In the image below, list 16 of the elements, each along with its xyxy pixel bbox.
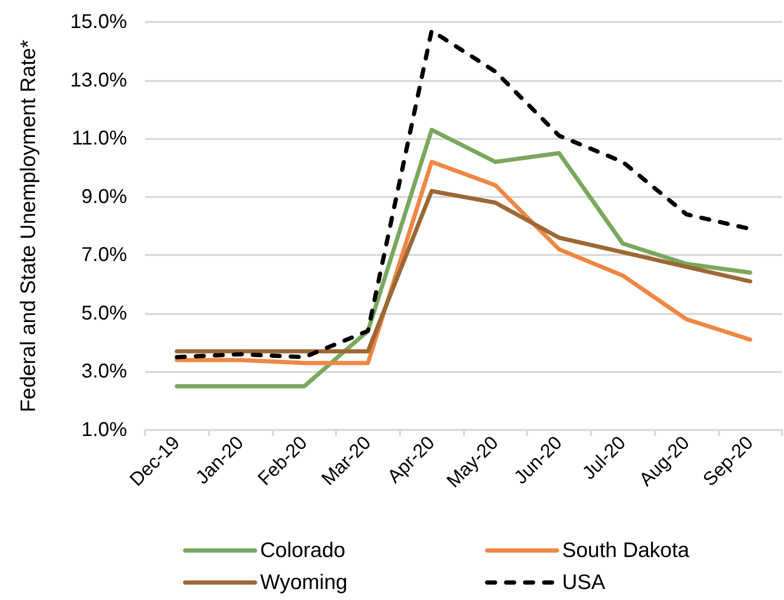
y-tick-label: 3.0% — [81, 360, 128, 383]
y-tick-label: 11.0% — [72, 128, 128, 150]
line-series — [174, 160, 752, 366]
y-tick-label: 15.0% — [70, 11, 128, 33]
y-tick-label: 13.0% — [70, 69, 128, 92]
y-tick-label: 5.0% — [81, 302, 128, 324]
y-tick-label: 1.0% — [81, 419, 128, 441]
line-series — [174, 188, 752, 354]
legend-label: South Dakota — [562, 539, 690, 562]
y-tick-label: 9.0% — [81, 186, 128, 208]
legend-label: Colorado — [260, 539, 346, 562]
legend-label: Wyoming — [260, 571, 348, 594]
y-tick-label: 7.0% — [81, 244, 128, 266]
y-axis-title: Federal and State Unemployment Rate* — [17, 40, 40, 412]
legend-label: USA — [562, 571, 606, 594]
line-series — [174, 128, 752, 388]
